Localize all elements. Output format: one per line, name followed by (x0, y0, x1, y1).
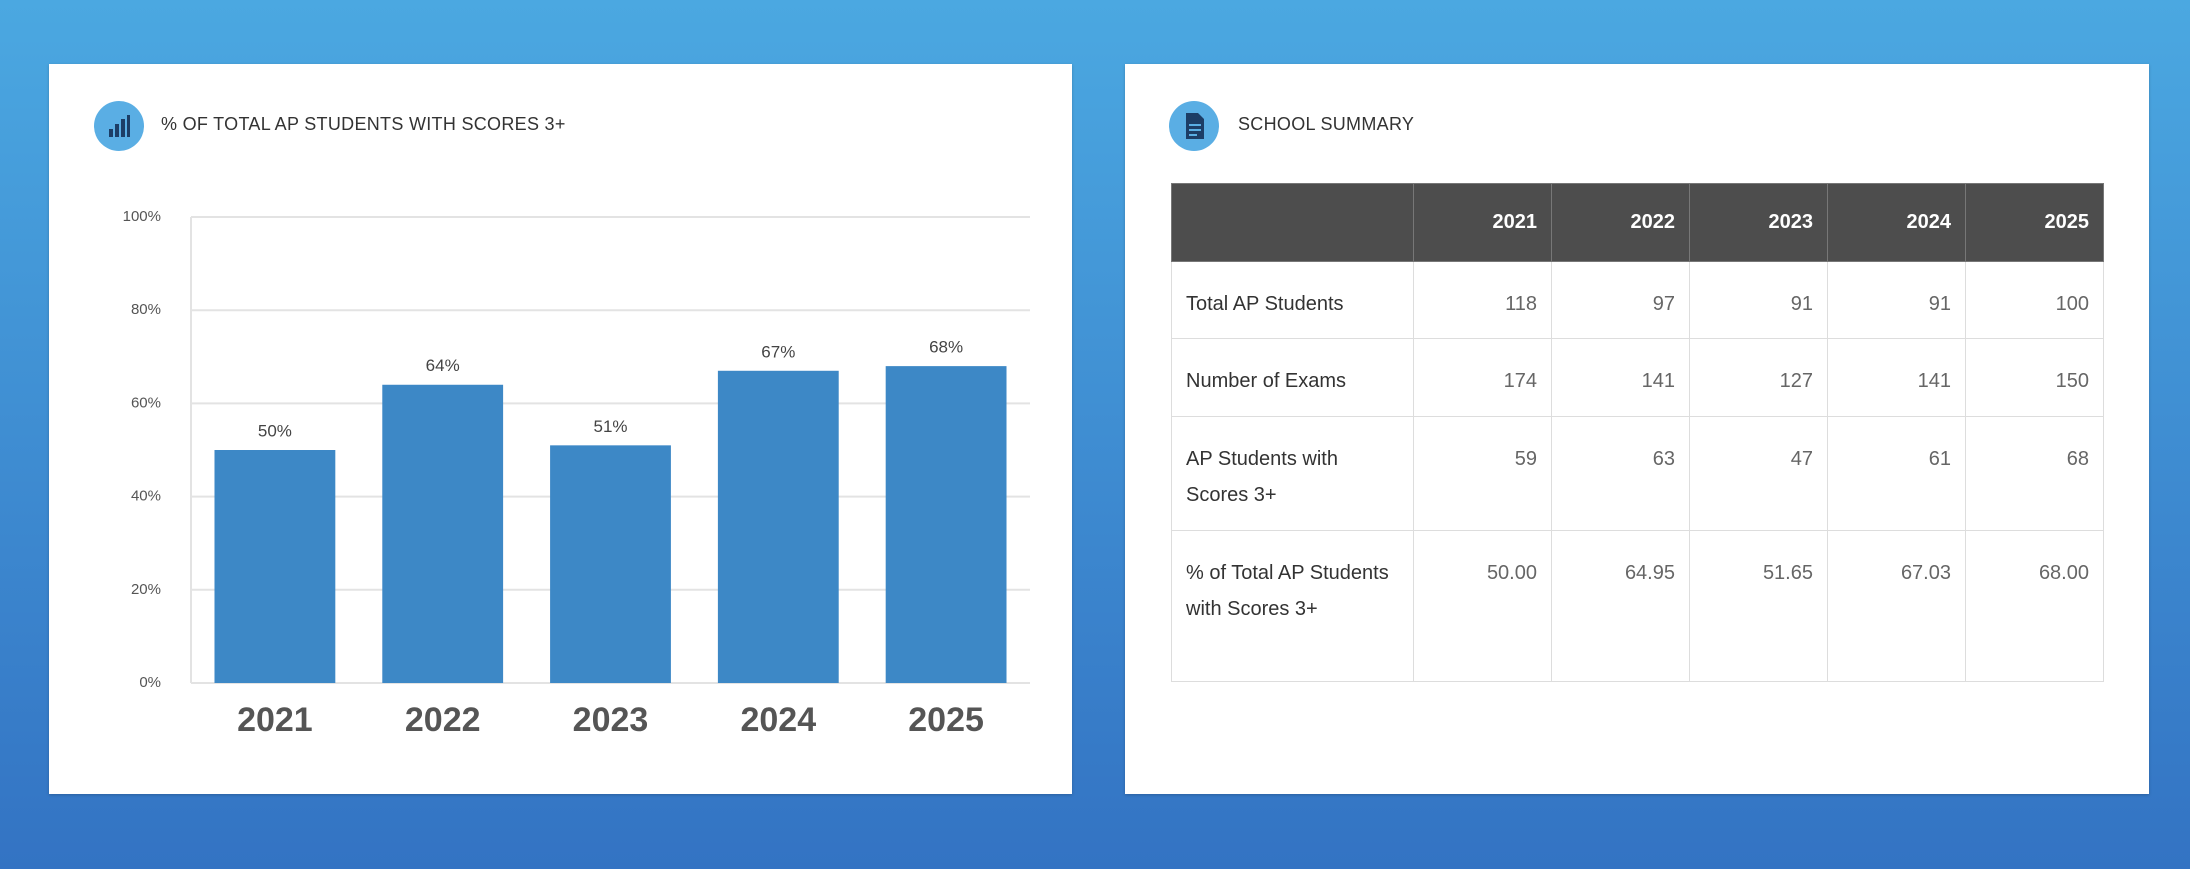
table-row: Number of Exams 174 141 127 141 150 (1171, 338, 2104, 417)
table-cell: 174 (1413, 338, 1552, 417)
value-label: 64% (426, 356, 460, 375)
y-tick-label: 60% (131, 394, 161, 411)
y-tick-label: 80% (131, 301, 161, 318)
x-tick-label: 2022 (405, 701, 481, 739)
table-cell: 67.03 (1827, 530, 1966, 682)
chart-title: % OF TOTAL AP STUDENTS WITH SCORES 3+ (161, 114, 566, 134)
column-header: 2022 (1551, 183, 1690, 262)
table-cell: 61 (1827, 416, 1966, 531)
x-tick-label: 2021 (237, 701, 313, 739)
value-label: 50% (258, 421, 292, 440)
table-cell: 91 (1827, 261, 1966, 339)
table-cell: 63 (1551, 416, 1690, 531)
table-row: Total AP Students 118 97 91 91 100 (1171, 261, 2104, 339)
x-tick-label: 2025 (908, 701, 984, 739)
row-label: Total AP Students (1171, 261, 1414, 339)
table-cell: 47 (1689, 416, 1828, 531)
table-cell: 50.00 (1413, 530, 1552, 682)
table-cell: 64.95 (1551, 530, 1690, 682)
row-label: AP Students with Scores 3+ (1171, 416, 1414, 531)
y-tick-label: 20% (131, 581, 161, 598)
bar (885, 366, 1007, 683)
bar (214, 450, 336, 683)
chart-icon (94, 101, 144, 151)
summary-title: SCHOOL SUMMARY (1238, 114, 1415, 134)
summary-card: SCHOOL SUMMARY 2021 2022 2023 2024 2025 Total… (1125, 64, 2149, 794)
table-cell: 59 (1413, 416, 1552, 531)
table-cell: 91 (1689, 261, 1828, 339)
bar (382, 384, 504, 683)
chart: 0% 20% 40% 60% 80% 100% 2021 50% 2022 64% 2023 51% 2… (123, 208, 1030, 739)
row-label: Number of Exams (1171, 338, 1414, 417)
column-header: 2025 (1965, 183, 2104, 262)
table-cell: 118 (1413, 261, 1552, 339)
chart-card: % OF TOTAL AP STUDENTS WITH SCORES 3+ 0%… (49, 64, 1072, 794)
x-tick-label: 2024 (740, 701, 816, 739)
table-cell: 127 (1689, 338, 1828, 417)
icon-glyph (1186, 113, 1204, 139)
table-cell: 141 (1551, 338, 1690, 417)
table-row: AP Students with Scores 3+ 59 63 47 61 68 (1171, 416, 2104, 531)
y-tick-label: 0% (139, 674, 161, 691)
table-cell: 97 (1551, 261, 1690, 339)
value-label: 67% (761, 342, 795, 361)
table-cell: 51.65 (1689, 530, 1828, 682)
bar (550, 445, 671, 683)
bar (717, 370, 839, 683)
icon-glyph (109, 115, 130, 137)
value-label: 51% (593, 417, 627, 436)
row-label: % of Total AP Students with Scores 3+ (1171, 530, 1414, 682)
header-cell (1171, 183, 1414, 262)
table-cell: 141 (1827, 338, 1966, 417)
table-cell: 150 (1965, 338, 2104, 417)
header-row: 2021 2022 2023 2024 2025 (1171, 183, 2104, 262)
table-cell: 68 (1965, 416, 2104, 531)
value-label: 68% (929, 338, 963, 357)
table-cell: 68.00 (1965, 530, 2104, 682)
summary-table: 2021 2022 2023 2024 2025 Total AP Students 118… (1171, 183, 2104, 682)
y-tick-label: 40% (131, 488, 161, 505)
column-header: 2021 (1413, 183, 1552, 262)
x-tick-label: 2023 (573, 701, 649, 739)
y-tick-label: 100% (123, 208, 161, 225)
summary-icon (1169, 101, 1219, 151)
table-cell: 100 (1965, 261, 2104, 339)
column-header: 2023 (1689, 183, 1828, 262)
table-row: % of Total AP Students with Scores 3+ 50.… (1171, 530, 2104, 682)
column-header: 2024 (1827, 183, 1966, 262)
